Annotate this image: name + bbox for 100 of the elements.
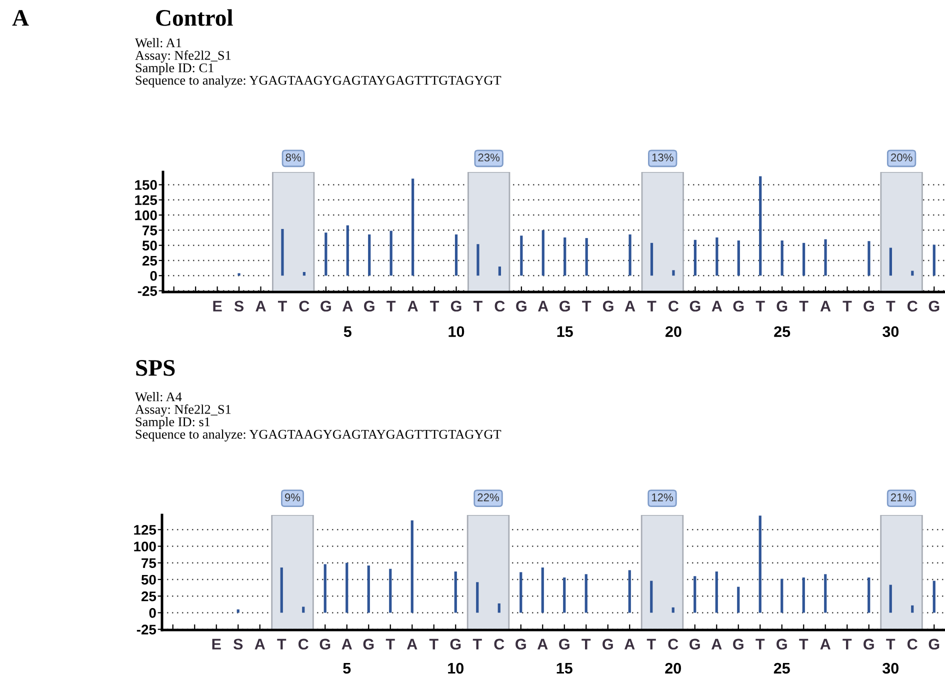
- x-tick-label: T: [799, 638, 808, 650]
- x-tick-label: G: [363, 638, 374, 650]
- x-tick-label: C: [668, 300, 679, 312]
- x-tick-label: T: [756, 638, 765, 650]
- bar: [650, 242, 654, 276]
- bar: [584, 574, 588, 613]
- bar: [542, 230, 544, 276]
- bar: [672, 270, 675, 276]
- bar: [281, 228, 284, 276]
- x-tick-label: A: [342, 300, 353, 312]
- bar: [780, 240, 784, 276]
- y-tick-label: 125: [135, 195, 158, 206]
- bar: [454, 572, 457, 613]
- x-tick-label: A: [712, 300, 722, 312]
- x-tick-label: T: [430, 300, 440, 312]
- bar: [368, 234, 371, 276]
- x-tick-label: E: [213, 300, 222, 312]
- y-tick-label: 75: [142, 558, 156, 568]
- y-tick-label: 75: [142, 226, 158, 236]
- bar: [346, 562, 348, 613]
- x-tick-label: C: [668, 638, 678, 650]
- bar: [737, 240, 740, 276]
- x2-tick-label: 15: [556, 663, 572, 674]
- bar: [932, 244, 936, 276]
- x-tick-label: G: [516, 300, 526, 312]
- bar: [715, 572, 718, 613]
- bar: [868, 241, 870, 276]
- x-tick-label: G: [559, 638, 570, 650]
- x2-tick-label: 20: [665, 662, 681, 674]
- y-tick-label: 50: [141, 574, 156, 585]
- x-tick-label: T: [886, 300, 896, 312]
- x-tick-label: G: [733, 638, 744, 650]
- bar: [889, 248, 892, 276]
- x-tick-label: T: [472, 638, 482, 650]
- y-tick-label: 25: [142, 256, 158, 266]
- bar: [280, 568, 283, 613]
- x-tick-label: G: [864, 638, 874, 650]
- x-tick-label: T: [386, 300, 396, 312]
- x-tick-label: G: [450, 300, 462, 312]
- bar: [390, 230, 392, 276]
- bar: [476, 244, 480, 276]
- x-tick-label: T: [842, 300, 852, 312]
- bar: [628, 234, 632, 276]
- bar: [585, 238, 588, 276]
- x-tick-label: T: [278, 300, 287, 312]
- x-tick-label: T: [582, 638, 591, 650]
- x-tick-label: C: [299, 300, 310, 312]
- x2-tick-label: 15: [557, 326, 573, 338]
- bar: [520, 572, 522, 613]
- band-label: 9%: [284, 493, 300, 502]
- chart-title: SPS: [136, 360, 175, 376]
- bar: [780, 578, 784, 613]
- x-tick-label: T: [756, 300, 765, 312]
- x-tick-label: A: [537, 638, 548, 650]
- chart-subtitle: Well: A1 Assay: Nfe2l2_S1 Sample ID: C1 Sequence to analyze: YGAGTAAGYGAGTAYGAGTTTGTAGYGT: [135, 38, 502, 88]
- y-tick-label: -25: [138, 286, 158, 296]
- x-tick-label: G: [560, 300, 570, 312]
- band-label: 22%: [478, 493, 499, 502]
- x-tick-label: C: [908, 300, 918, 312]
- x-tick-label: G: [928, 638, 940, 650]
- bar: [346, 225, 349, 276]
- x-tick-label: S: [233, 638, 243, 650]
- x-tick-label: G: [364, 300, 374, 312]
- x-tick-label: G: [690, 300, 700, 312]
- bar: [563, 577, 566, 613]
- x-tick-label: G: [776, 638, 787, 650]
- x-tick-label: G: [733, 300, 744, 312]
- x-tick-label: A: [254, 638, 265, 650]
- bar: [302, 606, 305, 613]
- x2-tick-label: 10: [448, 662, 464, 674]
- y-tick-label: 125: [134, 524, 156, 535]
- x-tick-label: A: [406, 638, 418, 650]
- x-tick-label: S: [234, 300, 244, 312]
- bar: [758, 516, 762, 613]
- bar: [824, 239, 827, 276]
- x2-tick-label: 30: [882, 326, 899, 338]
- x-tick-label: G: [928, 300, 940, 312]
- band-label: 8%: [286, 154, 301, 162]
- bar: [302, 272, 306, 276]
- band-label: 12%: [652, 493, 673, 502]
- x2-tick-label: 5: [344, 326, 352, 338]
- band-label: 13%: [652, 154, 674, 162]
- band-label: 20%: [890, 154, 912, 162]
- x-tick-label: G: [320, 300, 331, 312]
- x-tick-label: G: [516, 638, 526, 650]
- bar: [498, 603, 500, 613]
- x-tick-label: G: [450, 638, 461, 650]
- bar: [410, 520, 414, 613]
- x2-tick-label: 25: [774, 662, 790, 674]
- bar: [759, 176, 762, 276]
- bar: [520, 236, 523, 276]
- bar: [389, 568, 392, 613]
- chart-subtitle: Well: A4 Assay: Nfe2l2_S1 Sample ID: s1 Sequence to analyze: YGAGTAAGYGAGTAYGAGTTTGTAGYGT: [135, 392, 502, 442]
- bar: [628, 570, 631, 613]
- x-tick-label: E: [212, 638, 221, 650]
- y-tick-label: 150: [135, 180, 157, 190]
- x-tick-label: C: [494, 300, 505, 312]
- x-tick-label: A: [342, 638, 352, 650]
- x2-tick-label: 5: [343, 663, 351, 674]
- band-label: 21%: [890, 493, 912, 502]
